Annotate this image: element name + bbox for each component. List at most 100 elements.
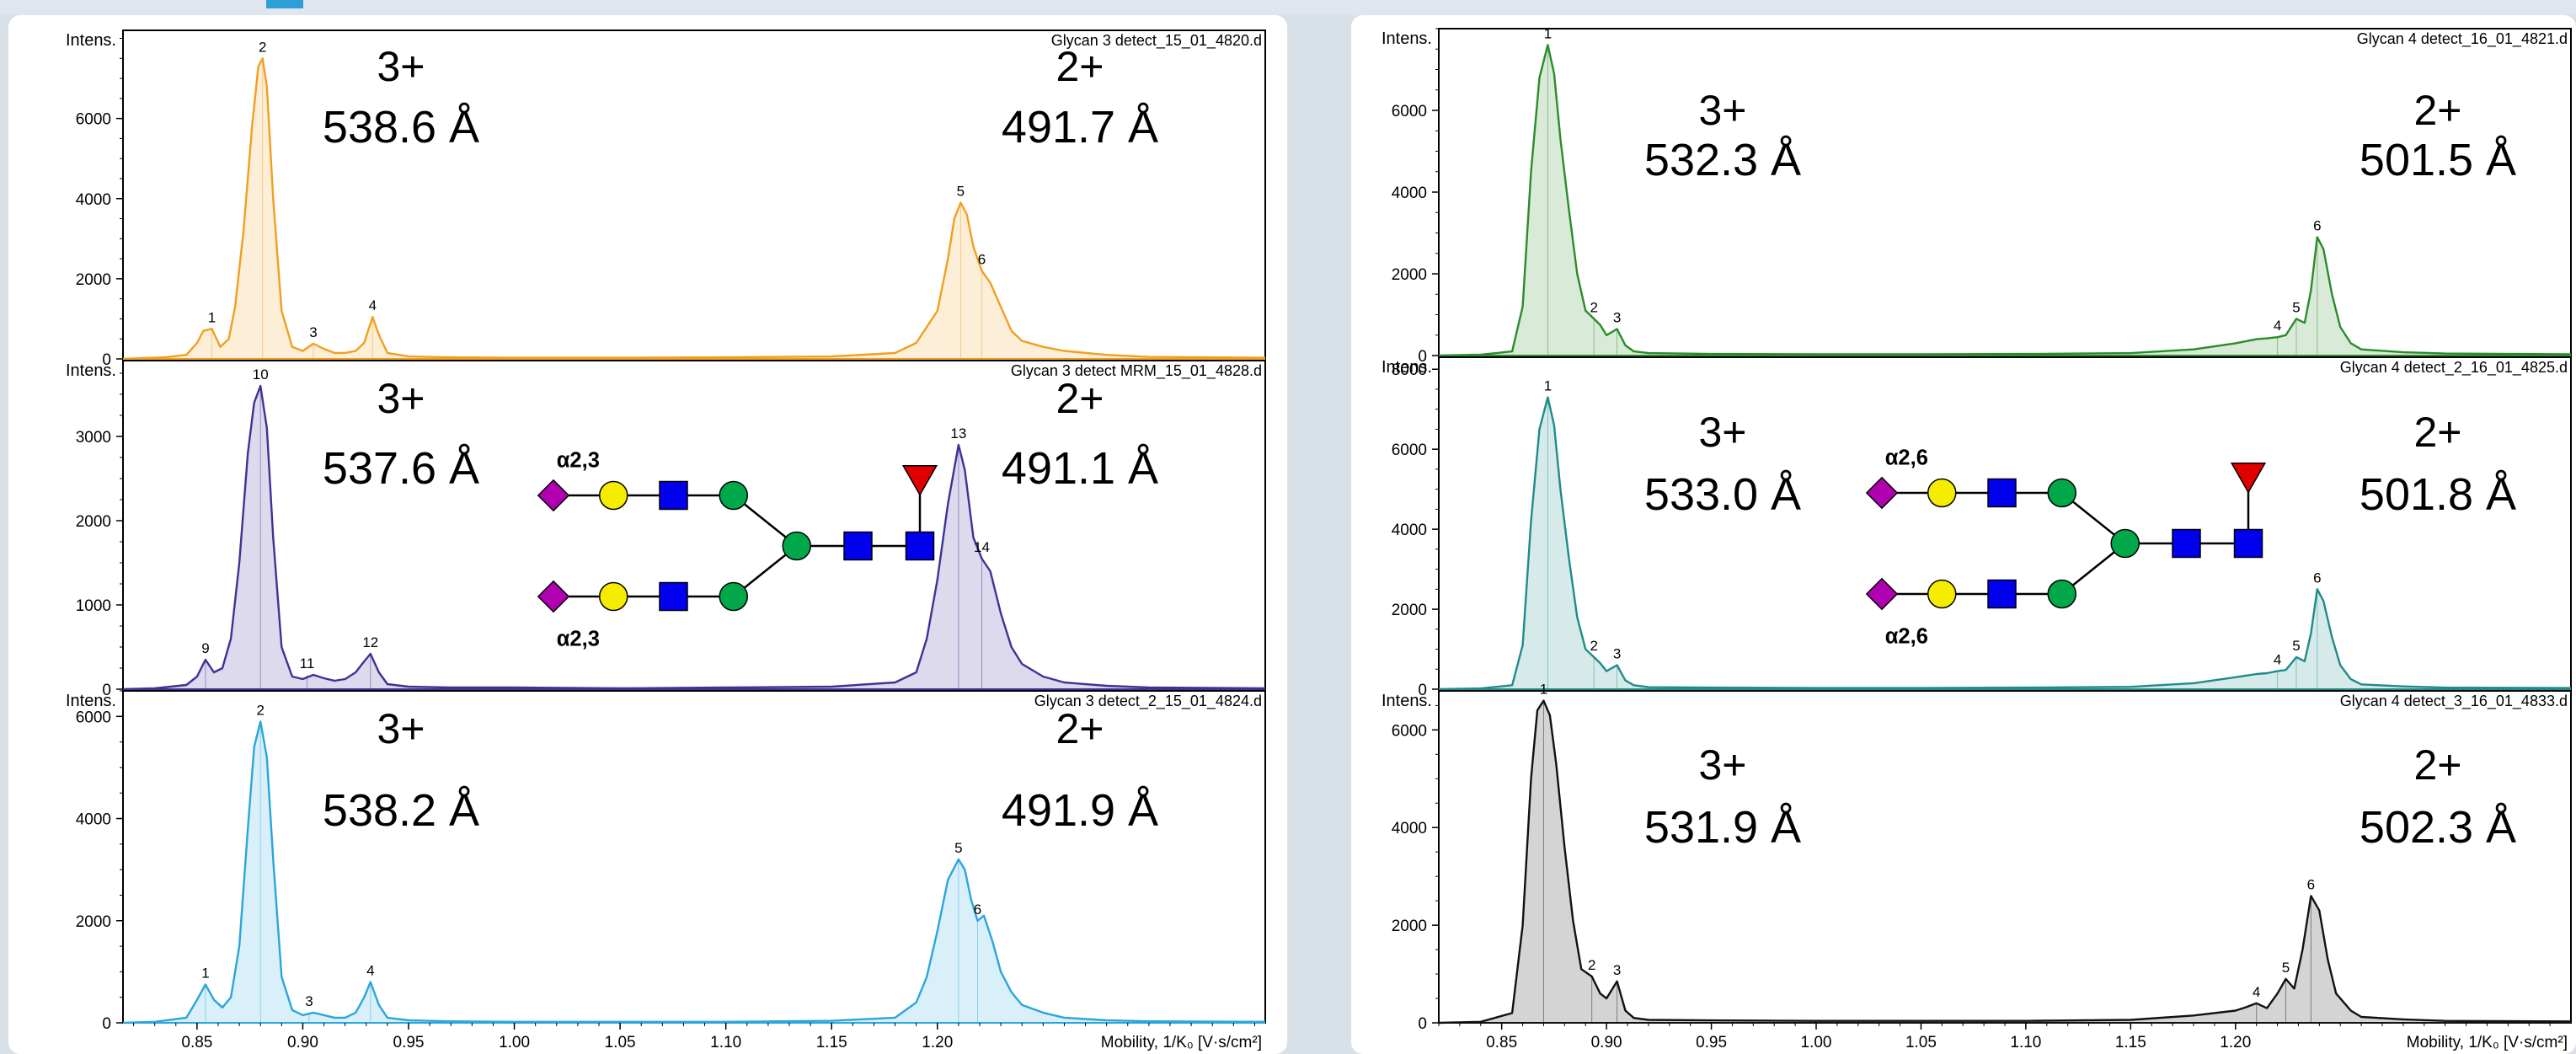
y-tick-label: 2000 <box>76 271 111 289</box>
chart-2: 0 1000 2000 3000 Intens. Glycan 3 detect MRM_… <box>66 360 1266 699</box>
x-tick-label: 1.20 <box>922 1034 953 1051</box>
charge-state-right: 2+ <box>2413 409 2461 456</box>
peak-label: 2 <box>256 702 264 718</box>
x-tick-label: 1.00 <box>499 1034 530 1051</box>
linkage-label-top: α2,3 <box>557 448 600 472</box>
peak-label: 1 <box>208 309 216 325</box>
ccs-value-left: 538.6 Å <box>323 102 479 152</box>
series-line <box>1438 396 2572 691</box>
chart-1: 0 2000 4000 6000 Intens. Glycan 3 detect_15_0… <box>66 29 1266 369</box>
charge-state-left: 3+ <box>377 375 425 422</box>
peak-label: 5 <box>2292 638 2300 654</box>
sialic-acid-diamond-icon <box>537 479 570 512</box>
y-tick-label: 0 <box>1418 348 1427 366</box>
y-axis-label: Intens. <box>1382 29 1432 48</box>
series-fill-area <box>123 58 1265 360</box>
charge-state-right: 2+ <box>1056 375 1104 422</box>
peak-label: 3 <box>1613 962 1621 978</box>
ccs-value-right: 491.7 Å <box>1002 102 1158 152</box>
glcnac-square-icon <box>659 581 688 612</box>
series-fill-area <box>1439 397 2571 689</box>
series-fill-area <box>123 386 1265 689</box>
peak-label: 6 <box>2313 570 2321 586</box>
sialic-acid-diamond-icon <box>1865 577 1899 611</box>
y-tick-label: 4000 <box>76 191 111 209</box>
peak-label: 9 <box>201 640 209 656</box>
y-tick-label: 0 <box>102 682 111 699</box>
x-tick-label: 1.10 <box>710 1034 741 1051</box>
ccs-value-left: 532.3 Å <box>1644 135 1801 185</box>
linkage-label-bottom: α2,3 <box>557 628 600 651</box>
x-tick-label: 1.15 <box>2115 1034 2146 1051</box>
x-tick-label: 1.15 <box>816 1034 847 1051</box>
peak-label: 14 <box>974 539 990 555</box>
mannose-circle-icon <box>2047 478 2076 508</box>
chart-group-glycan-4: 0 2000 4000 6000 Intens. Glycan 4 detect_16_0… <box>1382 25 2572 1051</box>
background-band <box>0 0 2576 15</box>
y-tick-label: 6000 <box>1392 103 1427 120</box>
ccs-value-right: 491.9 Å <box>1002 785 1158 836</box>
mannose-core-circle-icon <box>782 531 811 561</box>
accent-bar <box>266 0 303 8</box>
ccs-value-left: 531.9 Å <box>1644 802 1801 853</box>
peak-label: 5 <box>2292 299 2300 315</box>
peak-label: 3 <box>1613 309 1621 325</box>
series-fill-area <box>123 721 1265 1023</box>
series-line <box>122 57 1266 361</box>
y-axis-label: Intens. <box>66 692 116 710</box>
ccs-value-left: 537.6 Å <box>323 443 479 494</box>
y-tick-label: 3000 <box>76 429 111 447</box>
x-tick-label: 0.85 <box>1486 1034 1517 1051</box>
x-axis-label: Mobility, 1/K₀ [V·s/cm²] <box>1101 1034 1262 1051</box>
linkage-label-bottom: α2,6 <box>1885 625 1928 649</box>
peak-label: 1 <box>1540 682 1547 698</box>
charge-state-right: 2+ <box>1056 705 1104 752</box>
x-tick-label: 0.85 <box>181 1034 212 1051</box>
charge-state-left: 3+ <box>1698 409 1746 456</box>
peak-label: 6 <box>2313 217 2321 233</box>
panel-glycan-3: 0 2000 4000 6000 Intens. Glycan 3 detect_15_0… <box>8 15 1287 1054</box>
y-axis-label: Intens. <box>1382 358 1432 377</box>
y-axis-label: Intens. <box>66 361 116 380</box>
y-tick-label: 1000 <box>76 597 111 615</box>
glcnac-core-square-icon <box>2172 528 2201 559</box>
peak-label: 13 <box>950 425 966 441</box>
y-tick-label: 2000 <box>1392 602 1427 619</box>
sialic-acid-diamond-icon <box>537 580 570 613</box>
peak-label: 4 <box>2274 318 2281 334</box>
x-tick-label: 0.95 <box>393 1034 425 1051</box>
peak-label: 3 <box>305 993 313 1009</box>
x-axis-label: Mobility, 1/K₀ [V·s/cm²] <box>2407 1034 2568 1051</box>
y-tick-label: 2000 <box>76 513 111 531</box>
series-fill-area <box>1439 45 2571 356</box>
chart-file-title: Glycan 4 detect_3_16_01_4833.d <box>2340 693 2568 710</box>
chart-file-title: Glycan 4 detect_2_16_01_4825.d <box>2340 359 2568 377</box>
glcnac-reducing-square-icon <box>2233 528 2263 559</box>
mannose-core-circle-icon <box>2110 528 2140 559</box>
chart-4: 0 2000 4000 6000 Intens. Glycan 4 detect_16_0… <box>1382 25 2572 366</box>
peak-label: 5 <box>957 184 965 200</box>
peak-label: 1 <box>1544 25 1552 41</box>
peak-label: 12 <box>362 634 378 650</box>
y-tick-label: 0 <box>102 351 111 369</box>
x-tick-label: 0.90 <box>287 1034 318 1051</box>
series-line <box>1438 44 2572 357</box>
peak-label: 2 <box>259 39 266 55</box>
charge-state-right: 2+ <box>2413 87 2461 134</box>
ccs-value-left: 533.0 Å <box>1644 469 1801 520</box>
y-tick-label: 4000 <box>1392 185 1427 202</box>
glcnac-reducing-square-icon <box>905 531 935 561</box>
y-tick-label: 6000 <box>76 111 111 129</box>
sialic-acid-diamond-icon <box>1865 476 1899 510</box>
charge-state-right: 2+ <box>2413 741 2461 789</box>
linkage-label-top: α2,6 <box>1885 446 1928 469</box>
y-tick-label: 2000 <box>76 913 111 931</box>
y-tick-label: 0 <box>1418 1015 1427 1033</box>
x-tick-label: 1.05 <box>1905 1034 1937 1051</box>
plot-frame <box>1438 356 2572 690</box>
galactose-circle-icon <box>1927 579 1957 609</box>
peak-label: 1 <box>201 966 209 982</box>
y-axis-label: Intens. <box>66 31 116 50</box>
